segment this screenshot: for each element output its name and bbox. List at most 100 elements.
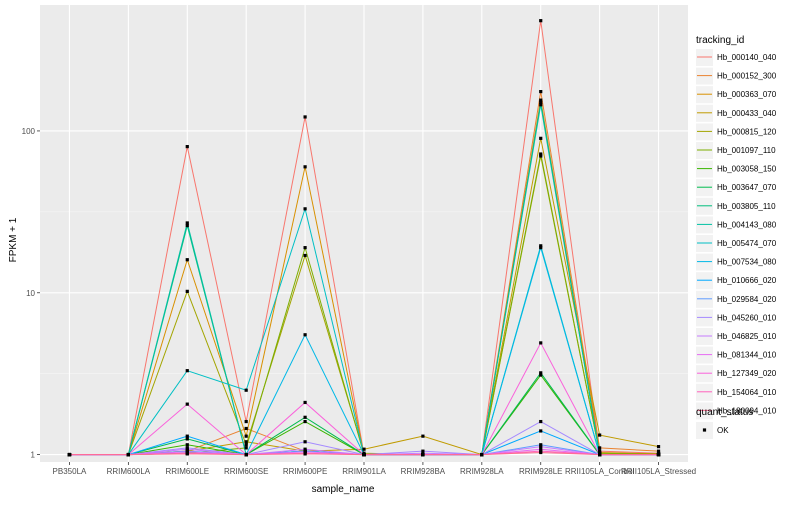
data-point [185,221,189,225]
data-point [244,440,248,444]
y-tick-label: 100 [22,127,36,136]
data-point [539,447,543,451]
x-tick-label: RRIM600SE [224,467,268,476]
data-point [244,388,248,392]
data-point [303,400,307,405]
shape-legend-point [702,428,707,432]
x-tick-label: RRII105LA_Control [565,467,635,476]
x-tick-label: RRIM928LE [519,467,563,476]
data-point [539,19,543,23]
data-point [598,446,602,450]
data-point [539,450,543,455]
data-point [185,437,189,441]
data-point [539,443,543,447]
x-tick-label: RRIM600LA [107,467,151,476]
data-point [539,341,543,345]
data-point [244,452,248,457]
data-point [303,452,307,456]
legend-label: Hb_001097_110 [717,146,776,155]
data-point [362,447,366,451]
data-point [185,258,189,262]
data-point [539,246,543,250]
legend-label: Hb_000363_070 [717,90,777,99]
data-point [185,224,189,228]
data-point [303,447,307,451]
legend-label: Hb_029584_020 [717,295,777,304]
y-tick-label: 10 [26,289,35,298]
data-point [303,165,307,169]
data-point [421,452,425,457]
legend-label: Hb_000152_300 [717,72,777,81]
data-point [244,443,248,447]
data-point [539,152,543,156]
data-point [303,415,307,419]
data-point [539,100,543,105]
x-tick-label: RRIM901LA [342,467,386,476]
legend-label: Hb_000815_120 [717,127,777,136]
data-point [244,446,248,450]
data-point [303,207,307,211]
x-tick-label: RRII105LA_Stressed [621,467,696,476]
data-point [480,452,484,457]
x-axis-title: sample_name [312,484,375,495]
data-point [539,371,543,375]
data-point [185,145,189,149]
legend-label: Hb_127349_020 [717,369,777,378]
data-point [421,434,425,438]
x-tick-label: PB350LA [53,467,87,476]
data-point [185,289,189,293]
legend-label: Hb_003058_150 [717,165,777,174]
x-tick-label: RRIM928BA [401,467,446,476]
data-point [539,244,543,248]
data-point [656,449,661,453]
y-tick-label: 1 [31,451,36,460]
data-point [67,452,72,457]
legend-label: Hb_000433_040 [717,109,777,118]
legend-label: Hb_081344_010 [717,351,777,360]
legend-label: Hb_004143_080 [717,220,777,229]
data-point [244,426,248,431]
data-point [421,449,425,453]
data-point [185,452,189,456]
x-tick-label: RRIM600LE [165,467,209,476]
x-axis: PB350LA RRIM600LA RRIM600LE RRIM600SE RRIM60… [53,462,696,476]
data-point [656,445,661,449]
legend-label: Hb_000140_040 [717,53,777,62]
data-point [539,429,543,433]
grid-lines [40,5,688,462]
data-point [303,115,307,119]
data-point [303,440,307,444]
data-point [539,419,543,424]
data-point [303,419,307,424]
data-point [303,253,307,258]
legend-label: Hb_003647_070 [717,183,777,192]
y-axis: 1 10 100 [22,127,40,460]
data-point [244,434,248,438]
legend-label: Hb_154064_010 [717,388,777,397]
data-point [598,433,602,437]
legend-label: Hb_005474_070 [717,239,777,248]
legend-label: Hb_007534_080 [717,258,777,267]
data-point [303,246,307,250]
data-point [656,452,661,457]
data-point [185,443,189,447]
legend: tracking_id Hb_000140_040 Hb_000152_300 Hb… [696,35,777,420]
quant-status-legend-title: quant_status [696,407,753,418]
data-point [185,369,189,373]
data-point [539,103,543,107]
data-point [185,434,189,438]
series-points [67,19,661,457]
data-point [598,452,602,457]
legend-label: Hb_045260_010 [717,313,777,322]
legend-title: tracking_id [696,35,744,46]
legend-label: Hb_180094_010 [717,406,777,415]
data-point [539,373,543,377]
data-point [362,452,366,457]
data-point [244,419,248,424]
data-point [303,333,307,337]
legend-label: Hb_010666_020 [717,276,777,285]
data-point [539,154,543,158]
data-point [539,90,543,94]
legend-label: Hb_003805_110 [717,202,776,211]
data-point [185,447,189,451]
